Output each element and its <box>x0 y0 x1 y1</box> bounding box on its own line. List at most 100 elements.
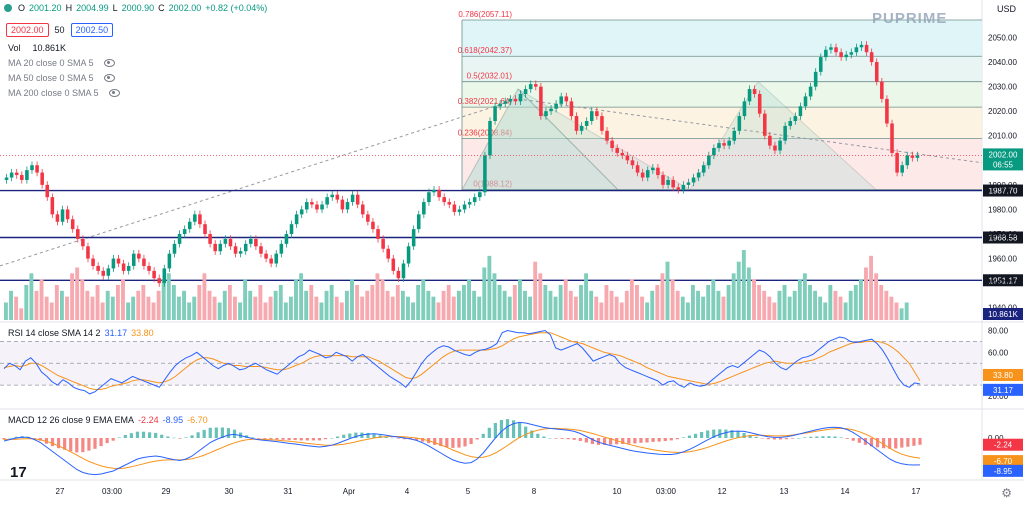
volume-bar <box>171 285 176 320</box>
volume-bar <box>660 273 665 320</box>
volume-bar <box>701 296 706 320</box>
volume-bar <box>609 290 614 320</box>
candle-body <box>559 96 564 104</box>
ma50-legend[interactable]: MA 50 close 0 SMA 5 <box>8 73 115 83</box>
volume-bar <box>222 290 227 320</box>
volume-bar <box>24 285 29 320</box>
candle-body <box>350 194 355 203</box>
hidden-eye-icon[interactable] <box>103 74 115 82</box>
candle-body <box>187 221 192 230</box>
buy-button[interactable]: 2002.50 <box>70 23 114 37</box>
macd-value-badge-text: -8.95 <box>994 467 1013 476</box>
candle-body <box>752 89 757 94</box>
candle-body <box>121 263 126 271</box>
volume-bar <box>813 290 818 320</box>
currency-label[interactable]: USD <box>996 4 1016 14</box>
level-price-text: 1951.17 <box>989 276 1018 285</box>
candle-body <box>340 199 345 210</box>
sell-button[interactable]: 2002.00 <box>6 23 49 37</box>
macd-histogram-bar <box>257 438 261 439</box>
candle-body <box>727 140 731 146</box>
candle-body <box>249 238 253 244</box>
volume-bar <box>141 285 146 320</box>
candle-body <box>55 214 60 222</box>
macd-histogram-bar <box>791 438 795 439</box>
candle-body <box>757 93 762 114</box>
time-axis-label: Apr <box>343 487 356 496</box>
macd-histogram-bar <box>69 438 73 452</box>
candle-body <box>778 140 782 151</box>
candle-body <box>376 229 380 239</box>
volume-bar <box>604 285 609 320</box>
volume-bar <box>421 279 426 320</box>
candle-body <box>14 172 19 176</box>
candle-body <box>9 172 14 178</box>
macd-histogram-bar <box>81 438 85 453</box>
volume-bar <box>44 296 49 320</box>
macd-histogram-bar <box>530 430 534 438</box>
rsi-line <box>3 329 921 395</box>
pattern-triangle <box>517 80 878 191</box>
macd-histogram-bar <box>797 438 801 439</box>
candle-body <box>315 204 319 210</box>
volume-bar <box>441 290 446 320</box>
candle-body <box>35 165 39 173</box>
candle-body <box>854 47 859 53</box>
candle-body <box>228 238 233 247</box>
macd-histogram-bar <box>317 438 322 441</box>
macd-histogram-bar <box>445 438 449 448</box>
hidden-eye-icon[interactable] <box>103 59 115 67</box>
volume-legend[interactable]: Vol 10.861K <box>8 43 66 53</box>
volume-bar <box>9 290 13 320</box>
macd-histogram-bar <box>117 437 121 438</box>
ma20-legend[interactable]: MA 20 close 0 SMA 5 <box>8 58 115 68</box>
candle-body <box>773 145 777 151</box>
hidden-eye-icon[interactable] <box>108 89 120 97</box>
candle-body <box>422 202 426 215</box>
volume-bar <box>400 290 405 320</box>
macd-histogram-bar <box>147 432 152 438</box>
volume-bar <box>833 290 838 320</box>
tradingview-logo[interactable]: 17 <box>10 464 27 481</box>
macd-histogram-bar <box>402 438 406 440</box>
macd-histogram-bar <box>505 419 510 438</box>
volume-bar <box>696 290 700 320</box>
open-label: O <box>18 3 26 13</box>
candle-body <box>391 258 396 271</box>
ma200-legend[interactable]: MA 200 close 0 SMA 5 <box>8 88 120 98</box>
candle-body <box>696 172 701 178</box>
candle-body <box>111 258 116 269</box>
macd-histogram-bar <box>736 431 740 438</box>
macd-histogram-bar <box>712 429 716 438</box>
volume-bar <box>716 290 721 320</box>
volume-bar <box>339 302 344 320</box>
macd-histogram-bar <box>141 431 146 438</box>
candle-body <box>427 192 431 203</box>
volume-bar <box>314 296 319 320</box>
macd-histogram-bar <box>542 436 546 438</box>
volume-bar <box>451 296 456 320</box>
fib-level-label: 0.5(2032.01) <box>467 72 513 81</box>
volume-bar <box>95 285 100 320</box>
volume-bar <box>309 285 314 320</box>
volume-bar <box>217 302 222 320</box>
rsi-legend[interactable]: RSI 14 close SMA 14 2 31.17 33.80 <box>8 328 154 338</box>
volume-bar <box>838 296 843 320</box>
volume-bar <box>721 296 726 320</box>
macd-histogram-bar <box>602 438 607 445</box>
volume-bar <box>492 273 497 320</box>
fib-level-label: 0.618(2042.37) <box>458 46 513 55</box>
macd-histogram-bar <box>475 438 479 440</box>
candle-body <box>528 84 533 90</box>
gear-icon[interactable]: ⚙ <box>1001 486 1012 500</box>
macd-histogram-bar <box>833 436 837 438</box>
macd-histogram-bar <box>700 432 704 438</box>
rsi-ma-line <box>3 332 921 390</box>
macd-histogram-bar <box>760 438 764 439</box>
macd-histogram-bar <box>2 438 6 440</box>
volume-bar <box>192 296 197 320</box>
candle-body <box>381 238 385 249</box>
macd-legend[interactable]: MACD 12 26 close 9 EMA EMA -2.24 -8.95 -… <box>8 415 208 425</box>
candle-body <box>30 165 34 171</box>
